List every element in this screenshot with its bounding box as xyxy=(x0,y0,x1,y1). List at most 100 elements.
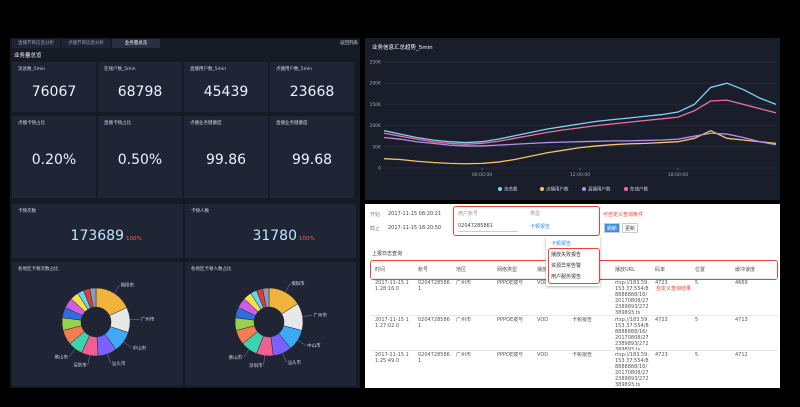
stall-value: 173689 xyxy=(70,228,124,244)
table-cell: 广州市 xyxy=(456,280,472,286)
end-input[interactable]: 2017-11-15 18:20:50 xyxy=(388,225,442,231)
metric-label: 点播业务健康度 xyxy=(190,121,222,126)
stall-label: 卡顿人数 xyxy=(191,209,209,214)
query-button[interactable]: 更新 xyxy=(622,223,638,233)
x-tick-label: 12:00:00 xyxy=(570,172,590,178)
dropdown-option[interactable]: 资源异常告警 xyxy=(551,263,582,269)
tab[interactable]: 点播节目信息分析 xyxy=(62,39,110,48)
series-line xyxy=(383,99,777,145)
stall-card xyxy=(185,204,356,258)
metric-card xyxy=(184,116,268,198)
tab[interactable]: 直播节目信息分析 xyxy=(12,39,60,48)
x-tick-label: 06:00:00 xyxy=(472,172,492,178)
table-cell: 广州市 xyxy=(456,352,472,358)
y-tick-label: 150K xyxy=(369,102,382,108)
dropdown-option[interactable]: 卡顿报告 xyxy=(551,241,572,247)
table-cell: PPPOE拨号 xyxy=(497,317,524,323)
column-header: 码率 xyxy=(655,267,666,273)
table-cell: 2017-11-15 11:25:49.0 xyxy=(375,352,409,364)
column-header: 地区 xyxy=(456,267,467,273)
table-cell: PPPOE拨号 xyxy=(497,352,524,358)
y-tick-label: 250K xyxy=(369,60,382,66)
y-tick-label: 100K xyxy=(369,123,382,129)
query-hint: 可自定义查询条件 xyxy=(603,212,644,218)
legend-swatch xyxy=(624,187,628,191)
y-tick-label: 50K xyxy=(372,144,382,150)
donut-label: 佛山市 xyxy=(55,353,69,360)
account-placeholder: 用户账号 xyxy=(458,211,479,217)
row-divider xyxy=(370,315,778,316)
account-input[interactable]: 02047285861 xyxy=(458,223,518,232)
type-placeholder: 类型 xyxy=(530,211,541,217)
legend-swatch xyxy=(498,187,502,191)
metric-value: 99.86 xyxy=(205,152,247,168)
table-cell: 4723 xyxy=(655,317,668,323)
table-cell: VOD xyxy=(537,317,549,323)
table-note: 自定义查询结果 xyxy=(656,286,692,292)
table-cell: VOD xyxy=(537,352,549,358)
donut-label: 深圳市 xyxy=(73,362,87,369)
metric-value: 76067 xyxy=(31,84,77,100)
back-link[interactable]: 返回列表 xyxy=(340,41,358,46)
dropdown-option[interactable]: 播放失败报告 xyxy=(551,252,582,258)
table-cell: 2017-11-15 11:27:02.0 xyxy=(375,317,409,329)
table-title: 上报日志查询 xyxy=(372,251,403,257)
dropdown-menu xyxy=(546,236,600,286)
donut-card xyxy=(185,262,356,386)
tab[interactable]: 业务量总览 xyxy=(112,39,160,48)
log-panel xyxy=(365,204,780,388)
column-header: 账号 xyxy=(418,267,429,273)
metric-card xyxy=(98,62,182,112)
metric-value: 45439 xyxy=(203,84,249,100)
query-button[interactable]: 刷新 xyxy=(604,223,620,233)
start-input[interactable]: 2017-11-15 08:20:21 xyxy=(388,211,442,217)
donut-label: 汕头市 xyxy=(287,359,301,366)
metric-card xyxy=(270,62,354,112)
metric-label: 点播用户数_5min xyxy=(276,67,313,72)
metric-card xyxy=(270,116,354,198)
table-cell: 4713 xyxy=(735,317,748,323)
table-cell: 4723 xyxy=(655,280,668,286)
legend-label: 直播用户数 xyxy=(588,186,611,193)
stall-change: 100% xyxy=(126,236,142,242)
dropdown-highlight xyxy=(548,248,600,284)
donut-title: 各地区卡顿次数占比 xyxy=(18,267,59,272)
series-line xyxy=(383,132,777,147)
leader-line xyxy=(285,283,291,293)
dropdown-option[interactable]: 用户服务报告 xyxy=(551,274,582,280)
leader-line xyxy=(107,353,112,364)
leader-line xyxy=(68,348,76,357)
leader-line xyxy=(87,355,90,366)
column-header: 网络类型 xyxy=(497,267,518,273)
overview-title: 业务量总览 xyxy=(14,53,42,59)
table-cell: 02047285861 xyxy=(418,317,450,329)
metric-label: 直播卡顿占比 xyxy=(104,121,131,126)
donut-label: 揭阳市 xyxy=(291,280,305,287)
stall-value: 31780 xyxy=(252,228,297,244)
column-header: 位置 xyxy=(695,267,706,273)
type-select[interactable]: 卡顿报告 xyxy=(530,224,551,230)
leader-line xyxy=(114,284,120,294)
table-cell: 5 xyxy=(695,352,699,358)
donut-label: 中山市 xyxy=(133,344,147,351)
series-line xyxy=(383,82,777,144)
stall-change: 100% xyxy=(299,236,315,242)
series-line xyxy=(383,129,777,165)
stall-label: 卡顿次数 xyxy=(18,209,36,214)
donut-slice xyxy=(262,287,270,308)
column-header: 缓冲速度 xyxy=(735,267,756,273)
donut-label: 汕头市 xyxy=(112,360,126,367)
table-cell: VOD xyxy=(537,280,549,286)
table-cell: 4669 xyxy=(735,280,748,286)
chart-title: 业务信息汇总趋势_5min xyxy=(372,43,433,51)
metric-card xyxy=(184,62,268,112)
leader-line xyxy=(297,340,307,346)
table-cell: rtsp://183.59.153.37:554/88888888/16/201… xyxy=(615,280,649,314)
donut-card xyxy=(12,262,183,386)
table-cell: rtsp://183.59.153.37:554/88888888/16/201… xyxy=(615,352,649,386)
donut-label: 佛山市 xyxy=(229,354,243,361)
stall-card xyxy=(12,204,183,258)
metric-value: 99.68 xyxy=(291,152,333,168)
